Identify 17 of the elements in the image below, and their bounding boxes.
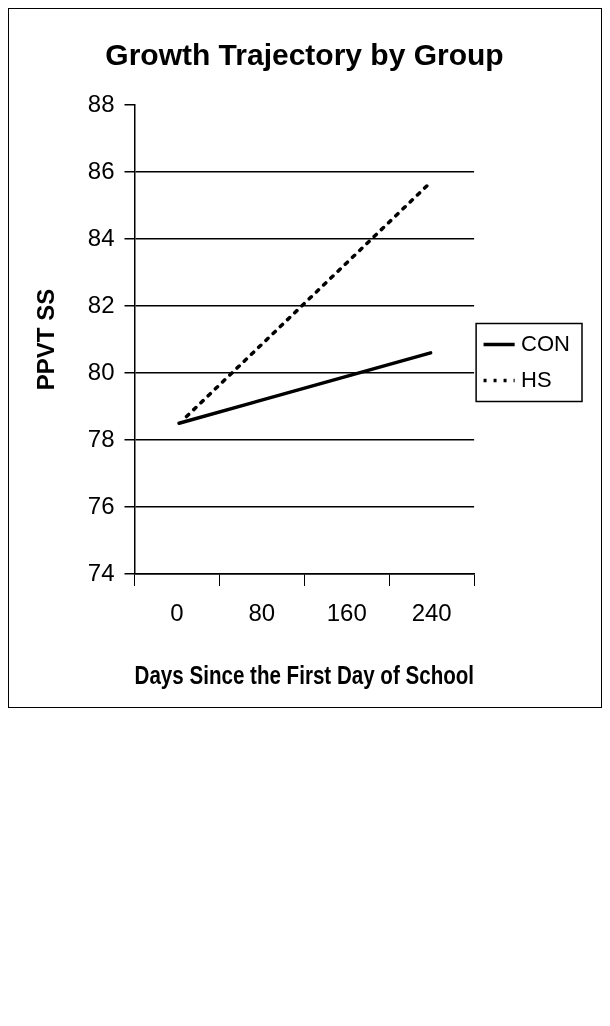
legend-label: HS: [521, 366, 552, 392]
y-tick-label: 80: [87, 357, 115, 385]
chart-title: Growth Trajectory by Group: [105, 38, 504, 72]
y-tick-label: 74: [87, 558, 115, 586]
x-tick-label: 80: [248, 599, 276, 627]
y-tick-label: 82: [87, 290, 115, 318]
x-tick-label: 160: [326, 599, 367, 627]
y-tick-label: 84: [87, 223, 115, 251]
y-tick-label: 86: [87, 156, 115, 184]
x-tick-label: 240: [411, 599, 452, 627]
y-tick-label: 76: [87, 491, 115, 519]
y-axis-title: PPVT SS: [32, 288, 60, 391]
y-tick-label: 78: [87, 424, 115, 452]
y-tick-label: 88: [87, 89, 115, 117]
x-tick-label: 0: [170, 599, 184, 627]
legend-label: CON: [521, 330, 570, 356]
x-axis-title: Days Since the First Day of School: [134, 660, 475, 690]
